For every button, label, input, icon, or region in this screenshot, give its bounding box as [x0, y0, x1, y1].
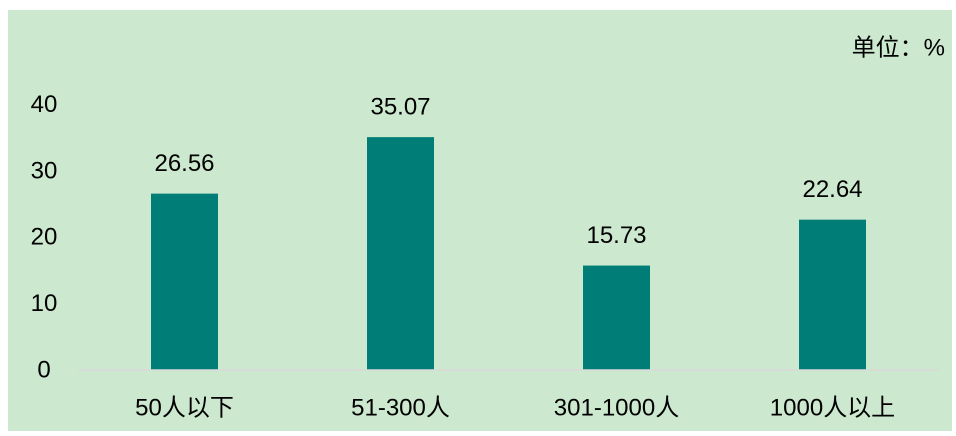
- unit-label: 单位：%: [852, 35, 945, 62]
- bar: [799, 219, 866, 370]
- data-labels: 26.56 35.07 15.73 22.64: [154, 94, 862, 249]
- category-label: 51-300人: [351, 395, 450, 422]
- category-label: 301-1000人: [554, 395, 679, 422]
- bar: [151, 193, 218, 370]
- y-tick-label: 40: [31, 91, 58, 118]
- y-tick-label: 0: [37, 357, 50, 384]
- bars: [151, 137, 866, 370]
- y-axis-tick-labels: 0 10 20 30 40: [31, 91, 58, 384]
- x-axis-category-labels: 50人以下 51-300人 301-1000人 1000人以上: [135, 395, 895, 422]
- category-label: 1000人以上: [770, 395, 895, 422]
- category-label: 50人以下: [135, 395, 234, 422]
- bar: [367, 137, 434, 370]
- data-label: 26.56: [154, 150, 214, 177]
- data-label: 35.07: [370, 94, 430, 121]
- data-label: 22.64: [802, 176, 862, 203]
- bar: [583, 265, 650, 370]
- data-label: 15.73: [586, 222, 646, 249]
- y-tick-label: 30: [31, 157, 58, 184]
- y-tick-label: 20: [31, 224, 58, 251]
- y-tick-label: 10: [31, 290, 58, 317]
